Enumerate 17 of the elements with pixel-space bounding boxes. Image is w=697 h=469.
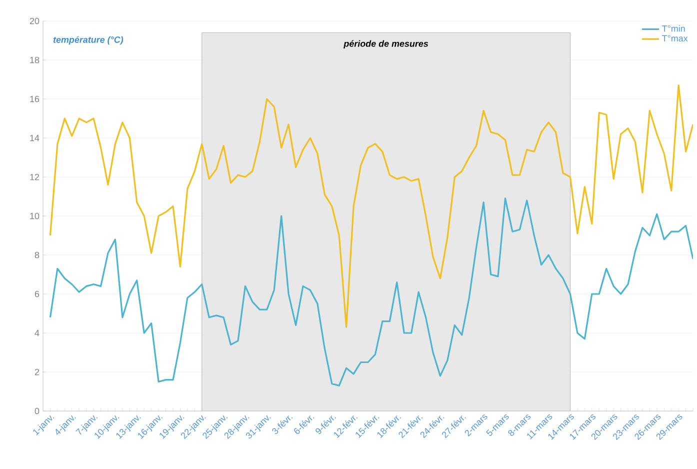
legend-label: T°min bbox=[662, 25, 685, 32]
y-tick-label: 12 bbox=[30, 174, 40, 180]
y-tick-label: 0 bbox=[34, 408, 40, 414]
y-tick-label: 8 bbox=[34, 252, 40, 258]
legend-label: T°max bbox=[662, 35, 688, 42]
line-series bbox=[49, 198, 694, 386]
line-series bbox=[49, 84, 694, 328]
y-tick-label: 16 bbox=[30, 96, 40, 102]
y-tick-label: 4 bbox=[34, 330, 40, 336]
y-tick-label: 2 bbox=[34, 368, 40, 376]
band-label: période de mesures bbox=[344, 40, 428, 49]
y-tick-label: 14 bbox=[30, 134, 40, 142]
y-tick-label: 6 bbox=[34, 290, 40, 298]
y-tick-label: 10 bbox=[30, 212, 40, 220]
y-axis-title: température (°C) bbox=[53, 36, 124, 45]
y-tick-label: 18 bbox=[30, 56, 40, 64]
y-tick-label: 20 bbox=[30, 18, 40, 24]
